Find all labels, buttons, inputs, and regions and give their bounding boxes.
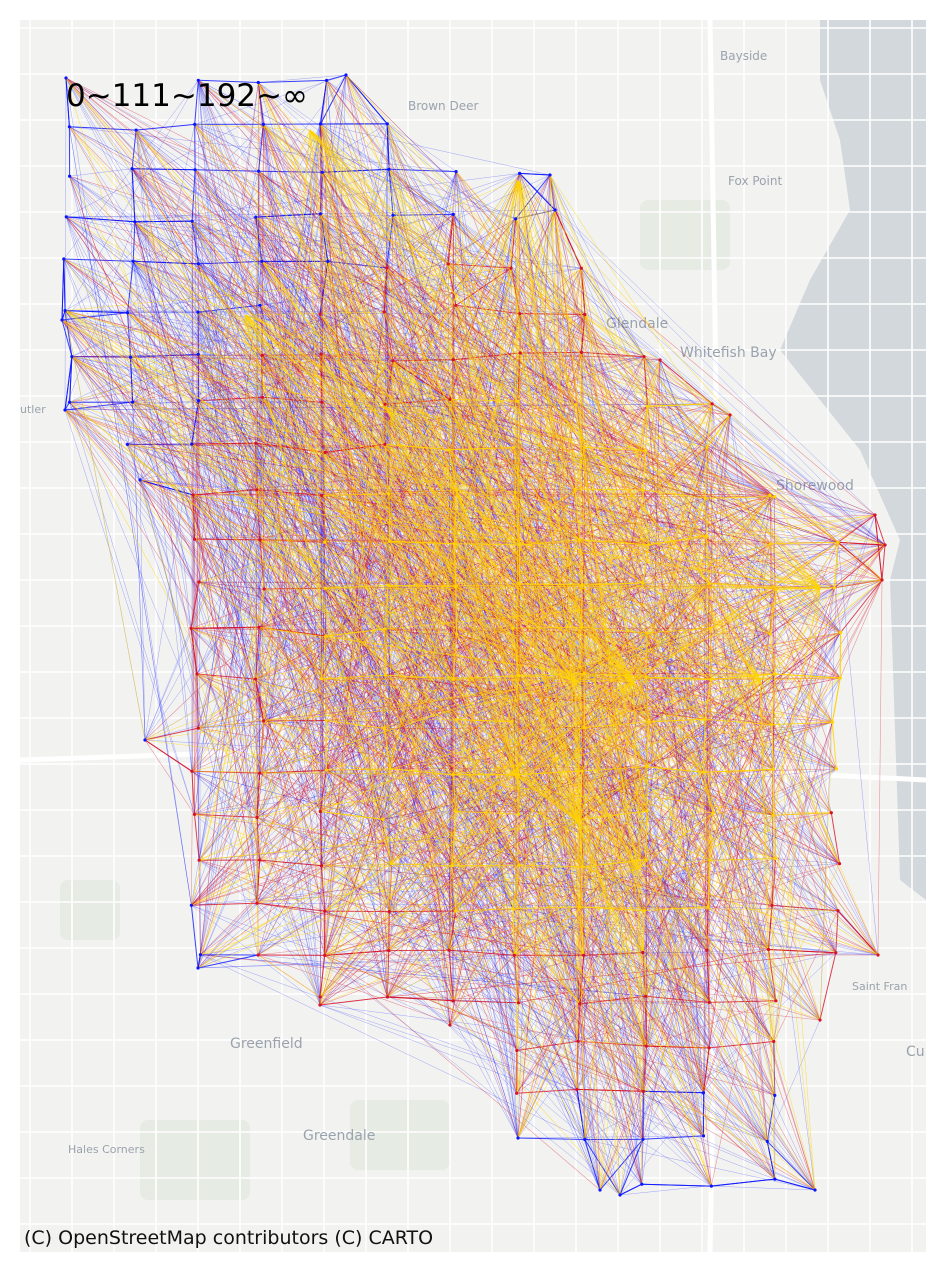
- park-area: [140, 1120, 250, 1200]
- basemap-layer: [20, 20, 926, 1252]
- place-label-cudahy: Cu: [906, 1044, 925, 1060]
- place-label-brown-deer: Brown Deer: [408, 99, 478, 113]
- legend-title: 0~111~192~∞: [66, 78, 308, 114]
- park-area: [350, 1100, 450, 1170]
- highway-road: [20, 747, 926, 783]
- place-label-hales-corners: Hales Corners: [68, 1143, 145, 1156]
- place-label-greendale: Greendale: [303, 1128, 375, 1144]
- park-area: [640, 200, 730, 270]
- place-label-fox-point: Fox Point: [728, 174, 782, 188]
- place-label-whitefish-bay: Whitefish Bay: [680, 345, 777, 361]
- place-label-butler: utler: [20, 403, 46, 416]
- map-canvas[interactable]: Bayside Brown Deer Fox Point Glendale Whitef…: [20, 20, 926, 1252]
- lake-michigan: [780, 20, 926, 900]
- park-area: [60, 880, 120, 940]
- network-nodes: [60, 73, 887, 1197]
- place-label-saint-francis: Saint Fran: [852, 980, 907, 993]
- highway-road: [707, 20, 723, 1252]
- map-attribution: (C) OpenStreetMap contributors (C) CARTO: [24, 1227, 434, 1249]
- place-label-bayside: Bayside: [720, 49, 767, 63]
- place-label-shorewood: Shorewood: [776, 478, 854, 494]
- place-label-greenfield: Greenfield: [230, 1036, 303, 1052]
- flow-lines-high: [61, 74, 886, 1196]
